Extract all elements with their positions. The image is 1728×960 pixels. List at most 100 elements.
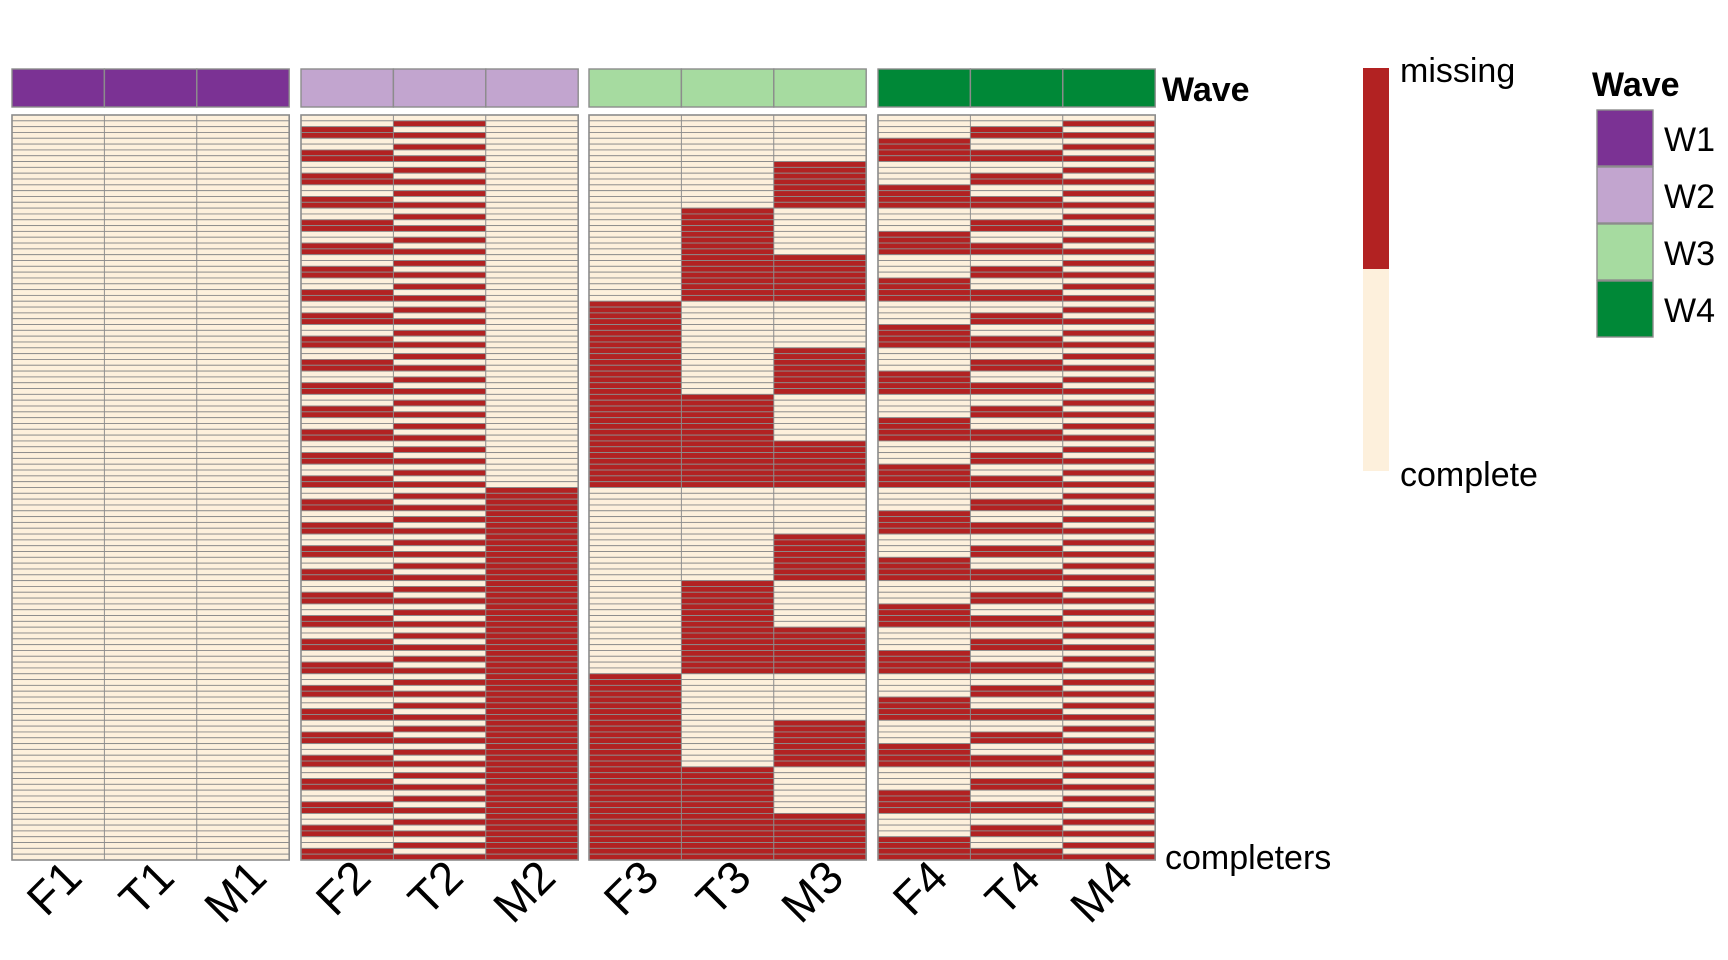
cell-M3-row-70 [773, 521, 867, 529]
cell-M4-row-120 [1062, 812, 1156, 820]
cell-F4-row-5 [877, 143, 971, 151]
cell-M1-row-15 [196, 201, 290, 209]
cell-M2-row-76 [485, 556, 579, 564]
cell-T4-row-115 [969, 783, 1064, 791]
cell-T1-row-121 [103, 818, 198, 826]
cell-M4-row-71 [1062, 527, 1156, 535]
cell-F4-row-0 [877, 114, 971, 122]
cell-T3-row-36 [680, 324, 775, 331]
cell-F2-row-10 [300, 172, 394, 180]
cell-T4-row-6 [969, 149, 1064, 157]
cell-F3-row-59 [588, 457, 682, 465]
cell-T1-row-88 [103, 626, 198, 634]
cell-M1-row-81 [196, 586, 290, 593]
cell-M2-row-64 [485, 487, 579, 494]
cell-M4-row-118 [1062, 801, 1156, 809]
group-outline-W2 [300, 114, 580, 861]
cell-M3-row-52 [773, 417, 867, 424]
cell-F2-row-78 [300, 568, 394, 576]
cell-M1-row-26 [196, 265, 290, 273]
cell-F1-row-14 [11, 196, 105, 203]
cell-M4-row-63 [1062, 481, 1156, 488]
cell-T1-row-3 [103, 132, 198, 139]
cell-T3-row-115 [680, 783, 775, 791]
cell-M1-row-70 [196, 521, 290, 529]
cell-F3-row-41 [588, 353, 682, 360]
cell-T4-row-77 [969, 562, 1064, 570]
cell-F2-row-47 [300, 388, 394, 395]
cell-M3-row-18 [773, 219, 867, 227]
cell-T3-row-54 [680, 428, 775, 436]
cell-F1-row-53 [11, 423, 105, 430]
cell-F1-row-56 [11, 440, 105, 448]
cell-T4-row-54 [969, 428, 1064, 436]
cell-T1-row-109 [103, 748, 198, 756]
cell-M3-row-67 [773, 504, 867, 512]
cell-T3-row-75 [680, 551, 775, 558]
cell-F1-row-27 [11, 271, 105, 279]
cell-T4-row-116 [969, 789, 1064, 797]
cell-T1-row-13 [103, 190, 198, 197]
cell-M4-row-3 [1062, 132, 1156, 139]
cell-T3-row-108 [680, 743, 775, 750]
cell-F1-row-81 [11, 586, 105, 593]
annotation-cell-T1 [103, 68, 198, 108]
cell-F4-row-9 [877, 166, 971, 174]
cell-T2-row-23 [392, 248, 487, 256]
cell-M4-row-54 [1062, 428, 1156, 436]
cell-T1-row-111 [103, 760, 198, 768]
cell-M3-row-56 [773, 440, 867, 448]
cell-M2-row-107 [485, 737, 579, 745]
cell-F2-row-120 [300, 812, 394, 820]
cell-M2-row-41 [485, 353, 579, 360]
cell-T3-row-111 [680, 760, 775, 768]
cell-M1-row-63 [196, 481, 290, 488]
cell-M1-row-101 [196, 702, 290, 710]
cell-T3-row-99 [680, 690, 775, 698]
cell-T1-row-38 [103, 335, 198, 343]
cell-F4-row-40 [877, 347, 971, 355]
cell-F3-row-118 [588, 801, 682, 809]
cell-T1-row-85 [103, 609, 198, 616]
cell-F4-row-50 [877, 405, 971, 413]
cell-F4-row-111 [877, 760, 971, 768]
column-label-M2: M2 [483, 850, 565, 932]
cell-T2-row-107 [392, 737, 487, 745]
cell-M3-row-102 [773, 708, 867, 715]
cell-T2-row-18 [392, 219, 487, 227]
cell-F1-row-33 [11, 306, 105, 314]
cell-M1-row-89 [196, 632, 290, 640]
cell-M3-row-25 [773, 260, 867, 267]
cell-F1-row-99 [11, 690, 105, 698]
cell-M1-row-125 [196, 842, 290, 849]
cell-F4-row-107 [877, 737, 971, 745]
cell-M4-row-50 [1062, 405, 1156, 413]
cell-T2-row-26 [392, 265, 487, 273]
cell-T3-row-40 [680, 347, 775, 355]
cell-F2-row-106 [300, 731, 394, 739]
cell-F4-row-20 [877, 230, 971, 238]
cell-T3-row-22 [680, 242, 775, 250]
cell-T2-row-52 [392, 417, 487, 424]
cell-M2-row-69 [485, 516, 579, 523]
cell-F2-row-28 [300, 277, 394, 285]
cell-M2-row-122 [485, 824, 579, 832]
cell-T2-row-38 [392, 335, 487, 343]
heatmap-body [11, 114, 1157, 861]
cell-T3-row-21 [680, 236, 775, 244]
cell-F4-row-87 [877, 620, 971, 628]
cell-F4-row-52 [877, 417, 971, 424]
wave-legend-label-W1: W1 [1664, 121, 1715, 159]
cell-T2-row-99 [392, 690, 487, 698]
cell-F3-row-98 [588, 684, 682, 692]
cell-F2-row-126 [300, 847, 394, 855]
cell-F4-row-94 [877, 661, 971, 669]
cell-F3-row-100 [588, 696, 682, 704]
cell-T1-row-12 [103, 184, 198, 192]
cell-F1-row-31 [11, 294, 105, 302]
cell-M2-row-9 [485, 166, 579, 174]
cell-T3-row-83 [680, 597, 775, 605]
cell-M2-row-119 [485, 807, 579, 814]
cell-T1-row-115 [103, 783, 198, 791]
cell-M3-row-82 [773, 591, 867, 599]
